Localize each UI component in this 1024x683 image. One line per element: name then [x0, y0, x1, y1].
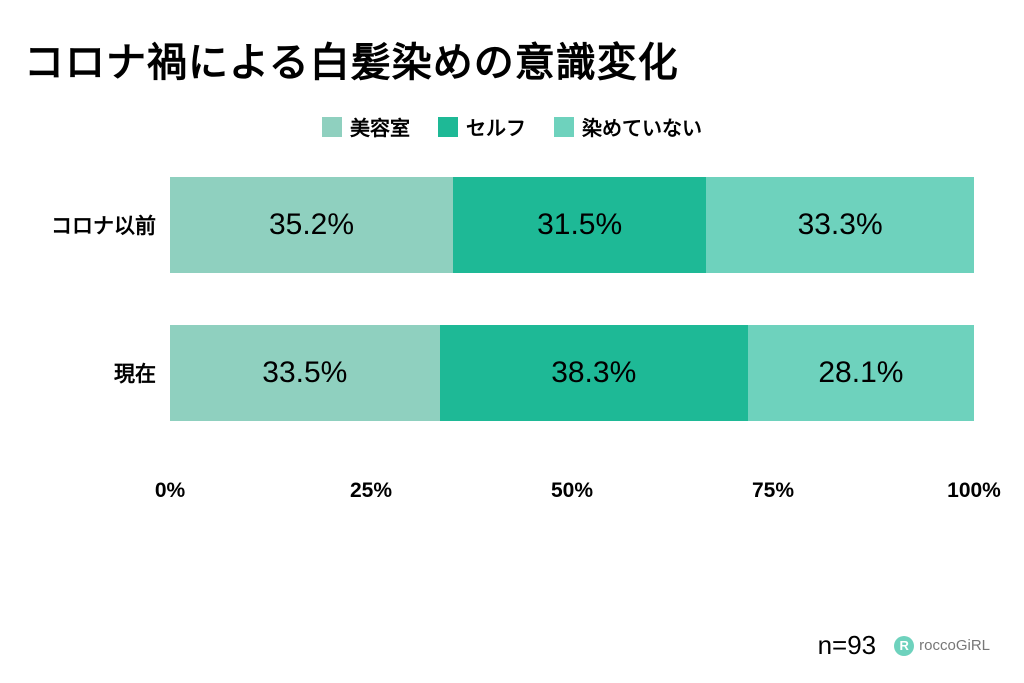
category-label: コロナ以前	[50, 210, 170, 240]
legend-item-1: セルフ	[438, 112, 526, 141]
chart-title: コロナ禍による白髪染めの意識変化	[24, 30, 1004, 88]
bar-track: 35.2%31.5%33.3%	[170, 177, 974, 273]
bar-segment: 33.5%	[170, 325, 440, 421]
legend-swatch	[554, 117, 574, 137]
bar-segment: 38.3%	[440, 325, 748, 421]
bar-row: コロナ以前35.2%31.5%33.3%	[50, 177, 974, 273]
legend-item-2: 染めていない	[554, 112, 702, 141]
brand: R roccoGiRL	[894, 636, 990, 656]
legend-swatch	[438, 117, 458, 137]
category-label: 現在	[50, 358, 170, 388]
bar-segment: 31.5%	[453, 177, 706, 273]
x-tick-label: 75%	[752, 479, 794, 503]
brand-icon: R	[894, 636, 914, 656]
brand-text: roccoGiRL	[919, 637, 990, 654]
bar-segment: 28.1%	[748, 325, 974, 421]
legend-label: 染めていない	[582, 112, 702, 141]
bar-track: 33.5%38.3%28.1%	[170, 325, 974, 421]
bar-row: 現在33.5%38.3%28.1%	[50, 325, 974, 421]
x-tick-label: 25%	[350, 479, 392, 503]
x-tick-label: 0%	[155, 479, 185, 503]
sample-size-label: n=93	[818, 630, 877, 661]
legend: 美容室 セルフ 染めていない	[20, 112, 1004, 141]
chart-area: コロナ以前35.2%31.5%33.3% 現在33.5%38.3%28.1% 0%…	[50, 177, 974, 523]
bar-segment: 33.3%	[706, 177, 974, 273]
legend-label: セルフ	[466, 112, 526, 141]
footer: n=93 R roccoGiRL	[818, 630, 990, 661]
x-axis: 0%25%50%75%100%	[170, 473, 974, 523]
x-tick-label: 50%	[551, 479, 593, 503]
legend-item-0: 美容室	[322, 112, 410, 141]
legend-label: 美容室	[350, 112, 410, 141]
legend-swatch	[322, 117, 342, 137]
x-tick-label: 100%	[947, 479, 1001, 503]
bar-segment: 35.2%	[170, 177, 453, 273]
